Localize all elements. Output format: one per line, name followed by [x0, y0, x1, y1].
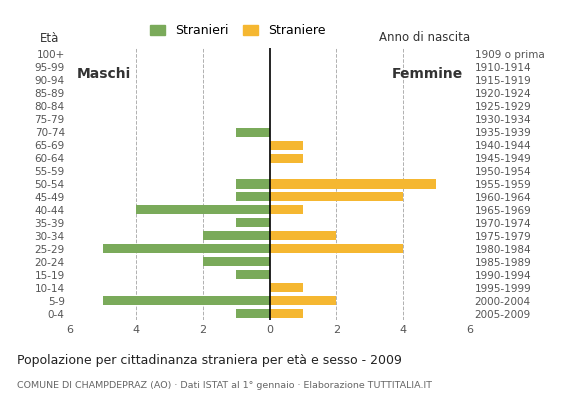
Text: COMUNE DI CHAMPDEPRAZ (AO) · Dati ISTAT al 1° gennaio · Elaborazione TUTTITALIA.: COMUNE DI CHAMPDEPRAZ (AO) · Dati ISTAT … [17, 381, 433, 390]
Text: Popolazione per cittadinanza straniera per età e sesso - 2009: Popolazione per cittadinanza straniera p… [17, 354, 403, 367]
Bar [270, 244, 403, 253]
Bar [203, 231, 270, 240]
Bar [237, 192, 270, 202]
Bar [136, 205, 270, 214]
Text: Femmine: Femmine [392, 67, 463, 81]
Bar [237, 218, 270, 227]
Bar [103, 244, 270, 253]
Bar [237, 309, 270, 318]
Bar [270, 309, 303, 318]
Bar [270, 154, 303, 163]
Bar [103, 296, 270, 305]
Text: Maschi: Maschi [77, 67, 130, 81]
Bar [270, 205, 303, 214]
Text: Anno di nascita: Anno di nascita [379, 31, 470, 44]
Bar [270, 192, 403, 202]
Bar [237, 180, 270, 188]
Bar [270, 180, 437, 188]
Bar [270, 283, 303, 292]
Bar [270, 296, 336, 305]
Bar [270, 231, 336, 240]
Bar [237, 128, 270, 137]
Bar [237, 270, 270, 279]
Bar [270, 141, 303, 150]
Legend: Stranieri, Straniere: Stranieri, Straniere [150, 24, 326, 37]
Text: Età: Età [39, 32, 59, 46]
Bar [203, 257, 270, 266]
